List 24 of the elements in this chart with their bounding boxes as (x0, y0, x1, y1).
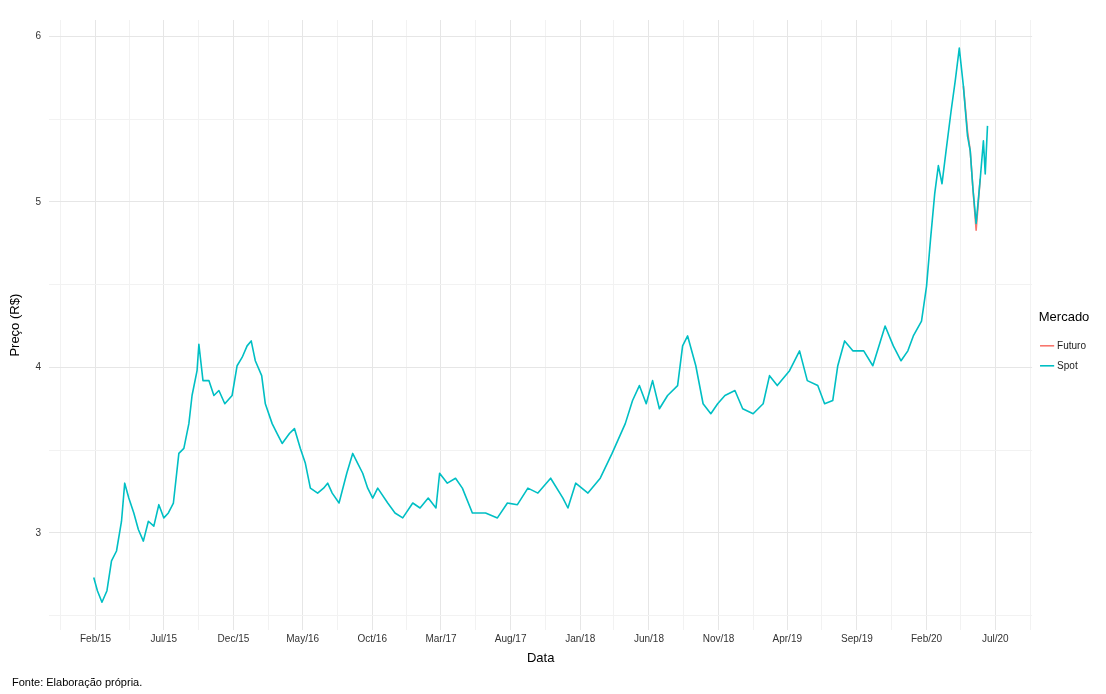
x-tick-label: Apr/19 (772, 633, 803, 645)
x-tick-label: Jul/20 (981, 633, 1010, 645)
x-tick-label: Feb/20 (910, 633, 943, 645)
x-axis-title: Data (526, 649, 556, 665)
y-tick-label: 6 (35, 30, 42, 42)
legend-label: Spot (1057, 359, 1078, 371)
x-tick-label: Jun/18 (633, 633, 665, 645)
y-tick-label: 4 (35, 361, 42, 373)
y-tick-label: 5 (35, 195, 42, 207)
x-tick-label: Jan/18 (565, 633, 596, 645)
x-tick-label: Jul/15 (150, 633, 178, 645)
legend-title: Mercado (1038, 309, 1090, 325)
x-tick-label: May/16 (286, 633, 320, 645)
source-note: Fonte: Elaboração própria. (12, 676, 143, 688)
x-tick-label: Sep/19 (841, 633, 874, 645)
x-tick-label: Mar/17 (425, 633, 457, 645)
x-tick-label: Aug/17 (494, 633, 527, 645)
x-tick-label: Nov/18 (702, 633, 735, 645)
legend-label: Futuro (1057, 339, 1087, 351)
y-tick-label: 3 (35, 526, 42, 538)
x-tick-label: Oct/16 (357, 633, 388, 645)
x-tick-label: Dec/15 (217, 633, 250, 645)
y-axis-title: Preço (R$) (7, 293, 23, 357)
x-tick-label: Feb/15 (80, 633, 112, 645)
